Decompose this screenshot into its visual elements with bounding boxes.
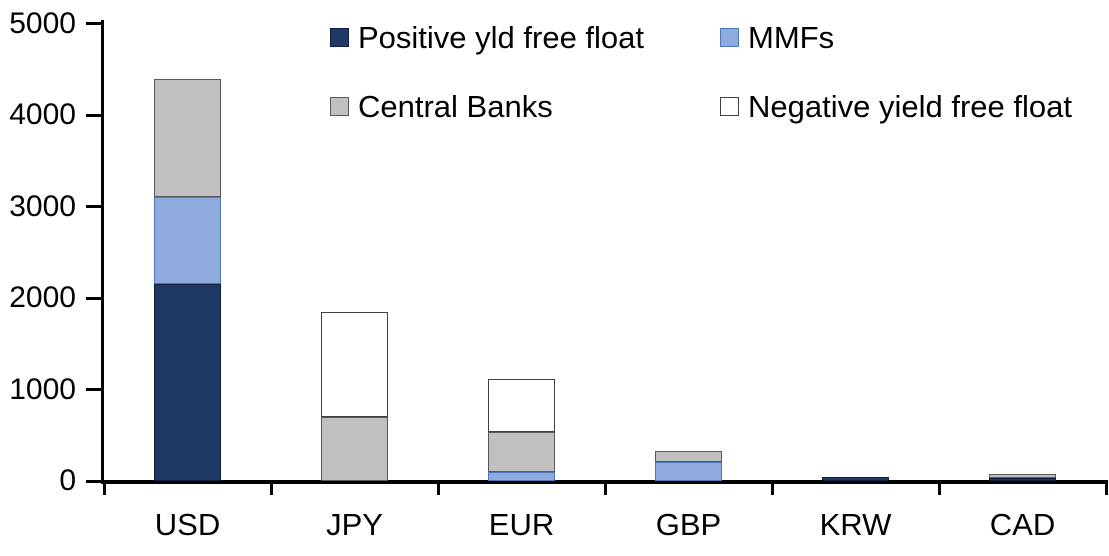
x-tick-mark: [937, 483, 941, 495]
y-tick-label: 0: [59, 464, 76, 497]
legend-item-1: MMFs: [720, 19, 834, 56]
bar-segment-jpy-s3: [321, 311, 388, 417]
y-tick-mark: [86, 388, 101, 391]
y-tick-mark: [86, 205, 101, 208]
x-axis-label: CAD: [989, 507, 1056, 542]
legend-swatch-icon: [720, 97, 739, 116]
bar-segment-eur-s1: [488, 471, 555, 481]
y-tick-mark: [86, 113, 101, 117]
x-axis-line: [101, 480, 1108, 484]
y-tick-label: 5000: [9, 6, 76, 40]
bar-segment-gbp-s1: [655, 461, 722, 481]
legend-item-3: Negative yield free float: [720, 88, 1072, 125]
legend-swatch-icon: [330, 97, 349, 116]
y-tick-label: 3000: [9, 189, 76, 223]
legend-item-0: Positive yld free float: [330, 19, 644, 56]
y-tick-mark: [86, 479, 101, 483]
bar-segment-gbp-s2: [655, 450, 722, 462]
legend-label: Negative yield free float: [748, 89, 1072, 124]
x-axis-label: JPY: [326, 507, 383, 542]
bar-segment-eur-s3: [488, 378, 555, 432]
y-tick-label: 2000: [9, 281, 76, 314]
bar-segment-jpy-s2: [321, 416, 388, 481]
bar-segment-usd-s1: [154, 197, 221, 285]
bar-segment-cad-s0: [989, 478, 1056, 481]
x-axis-label: GBP: [655, 507, 722, 542]
x-axis-label: KRW: [819, 507, 892, 542]
y-tick-mark: [86, 296, 101, 300]
y-tick-label: 4000: [9, 98, 76, 131]
x-tick-mark: [770, 483, 774, 495]
x-axis-label: USD: [154, 507, 221, 542]
bar-segment-usd-s2: [154, 79, 221, 198]
legend-label: Central Banks: [358, 89, 553, 124]
legend-swatch-icon: [720, 28, 739, 47]
y-axis-line: [101, 20, 104, 484]
legend-swatch-icon: [330, 28, 349, 47]
y-tick-label: 1000: [9, 372, 76, 406]
x-axis-label: EUR: [488, 507, 555, 542]
legend-item-2: Central Banks: [330, 88, 553, 125]
y-tick-mark: [86, 22, 101, 25]
bar-segment-krw-s0: [822, 476, 889, 481]
x-tick-mark: [1104, 483, 1108, 495]
legend-label: MMFs: [748, 20, 835, 55]
x-tick-mark: [102, 483, 106, 495]
bar-segment-cad-s2: [989, 474, 1056, 479]
legend-label: Positive yld free float: [358, 20, 645, 55]
x-tick-mark: [436, 483, 440, 495]
bar-segment-eur-s2: [488, 431, 555, 472]
bar-segment-usd-s0: [154, 284, 221, 481]
x-tick-mark: [603, 483, 607, 495]
x-tick-mark: [269, 483, 273, 495]
